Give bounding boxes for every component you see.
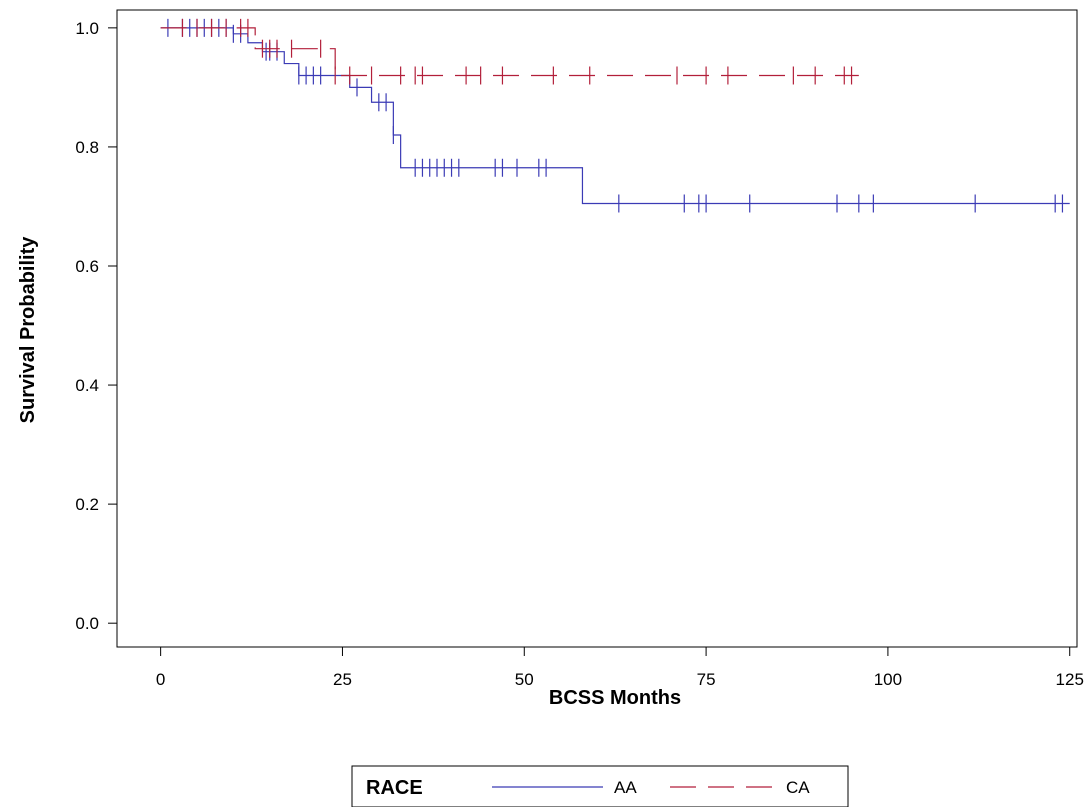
y-tick-label: 0.2 — [75, 495, 99, 514]
y-tick-label: 0.4 — [75, 376, 99, 395]
x-tick-label: 0 — [156, 670, 165, 689]
x-tick-label: 100 — [874, 670, 902, 689]
x-tick-label: 125 — [1056, 670, 1084, 689]
y-tick-label: 0.8 — [75, 138, 99, 157]
legend-label-aa: AA — [614, 778, 637, 797]
y-axis: 0.0 0.2 0.4 0.6 0.8 1.0 — [75, 19, 117, 633]
legend-label-ca: CA — [786, 778, 810, 797]
y-tick-label: 0.0 — [75, 614, 99, 633]
legend: RACE AA CA — [351, 765, 849, 807]
series-ca — [160, 18, 859, 85]
y-tick-label: 1.0 — [75, 19, 99, 38]
plot-frame — [116, 9, 1078, 648]
series-line-aa — [160, 27, 1070, 205]
x-axis-title: BCSS Months — [549, 687, 681, 709]
y-axis-title: Survival Probability — [17, 236, 39, 424]
series-layer — [160, 18, 1070, 213]
x-axis: 0 25 50 75 100 125 — [156, 647, 1084, 689]
legend-title: RACE — [366, 777, 423, 799]
x-tick-label: 75 — [697, 670, 716, 689]
x-tick-label: 50 — [515, 670, 534, 689]
plot-area-border — [116, 9, 1078, 648]
y-tick-label: 0.6 — [75, 257, 99, 276]
x-tick-label: 25 — [333, 670, 352, 689]
series-aa — [160, 18, 1070, 213]
